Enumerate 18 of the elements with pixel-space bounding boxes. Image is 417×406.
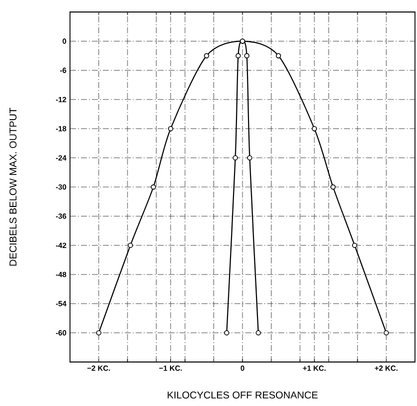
- point: [224, 330, 230, 336]
- point: [236, 53, 241, 58]
- point: [384, 330, 389, 336]
- point: [232, 155, 238, 160]
- point: [256, 330, 261, 336]
- x-axis-title: KILOCYCLES OFF RESONANCE: [168, 391, 318, 399]
- point: [330, 184, 336, 190]
- point: [204, 53, 210, 58]
- point: [247, 155, 252, 160]
- y-axis-title: DECIBELS BELOW MAX. OUTPUT: [9, 108, 17, 266]
- point: [276, 53, 282, 58]
- point: [96, 330, 102, 336]
- point: [312, 126, 317, 132]
- point: [244, 53, 250, 58]
- point: [128, 242, 133, 248]
- point: [352, 242, 358, 248]
- point: [150, 184, 156, 190]
- point: [168, 126, 174, 132]
